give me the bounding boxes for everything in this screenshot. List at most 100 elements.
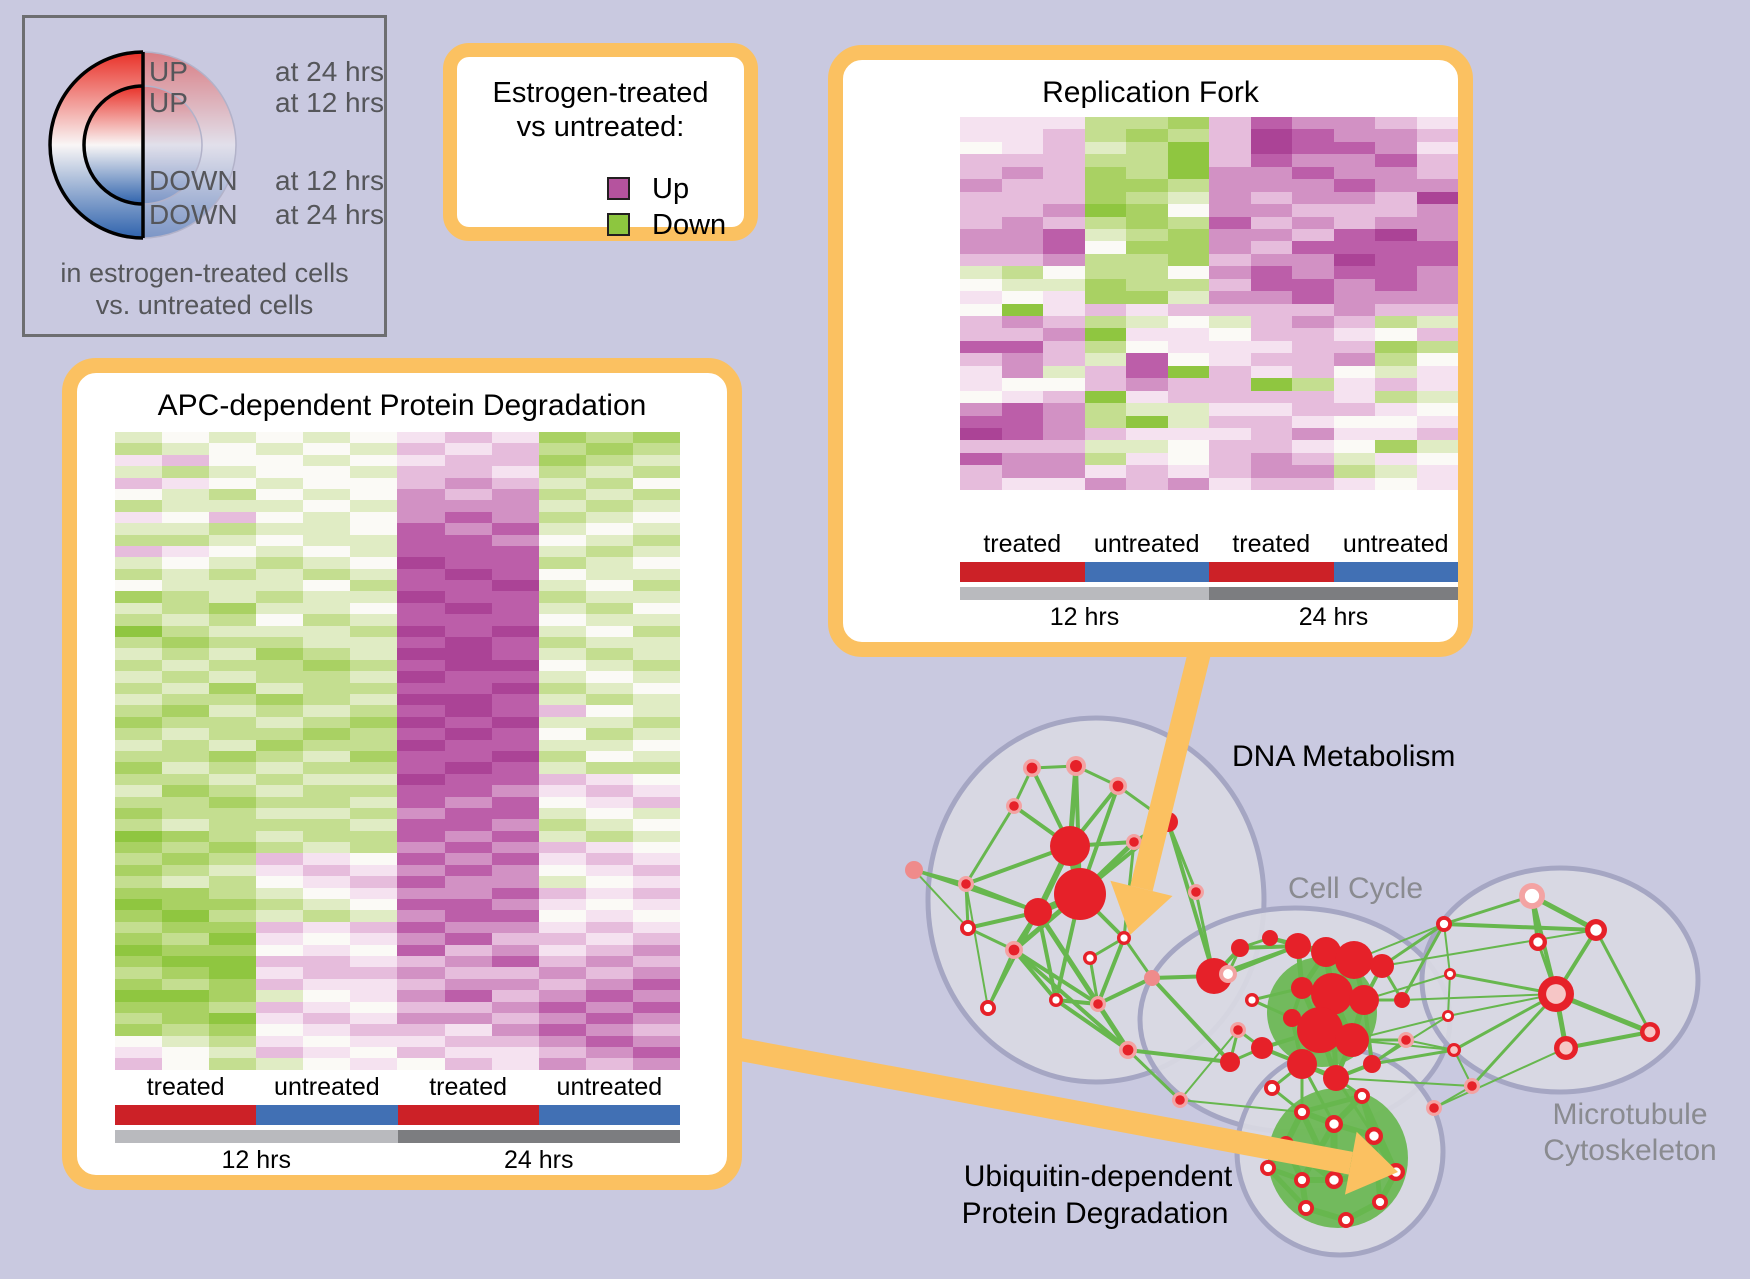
heatmap-cell: [1084, 477, 1126, 491]
network-edge: [1351, 1039, 1455, 1051]
heatmap-row: [115, 1012, 680, 1025]
heatmap-cell: [1167, 179, 1209, 192]
heatmap-cell: [1416, 117, 1458, 130]
network-node: [1338, 1212, 1354, 1228]
heatmap-cell: [350, 682, 398, 694]
heatmap-cell: [162, 887, 210, 900]
heatmap-cell: [585, 682, 633, 694]
network-edge: [1054, 998, 1130, 1052]
heatmap-cell: [303, 534, 351, 546]
heatmap-cell: [632, 921, 680, 934]
heatmap-cell: [303, 466, 351, 478]
heatmap-cell: [960, 415, 1002, 428]
network-edge: [986, 910, 1040, 1010]
heatmap-cell: [256, 853, 304, 865]
network-edge: [1179, 1099, 1303, 1113]
heatmap-cell: [397, 1047, 445, 1059]
heatmap-cell: [350, 750, 398, 763]
network-edge: [1260, 1028, 1322, 1050]
heatmap-cell: [1167, 328, 1209, 341]
heatmap-cell: [1126, 266, 1168, 279]
panel-apc-degradation: APC-dependent Protein Degradation treate…: [62, 358, 742, 1190]
heatmap-cell: [491, 933, 539, 945]
sample-group-label: treated: [983, 530, 1062, 558]
heatmap-cell: [350, 933, 398, 945]
heatmap-cell: [397, 1012, 445, 1025]
heatmap-cell: [1043, 390, 1085, 404]
heatmap-cell: [1209, 440, 1251, 453]
heatmap-cell: [444, 921, 492, 934]
heatmap-cell: [1001, 266, 1043, 279]
network-edge: [1126, 1048, 1182, 1102]
heatmap-cell: [209, 796, 257, 808]
network-node-core: [1590, 924, 1602, 936]
heatmap-cell: [115, 443, 163, 455]
flow-arrow-head: [1344, 1131, 1398, 1195]
heatmap-cell: [350, 716, 398, 729]
heatmap-row: [115, 842, 680, 854]
heatmap-cell: [538, 864, 586, 877]
heatmap-cell: [256, 796, 304, 808]
heatmap-cell: [1001, 191, 1043, 205]
heatmap-cell: [303, 921, 351, 934]
heatmap-cell: [303, 955, 351, 968]
network-edge: [912, 868, 1040, 914]
heatmap-cell: [350, 978, 398, 991]
heatmap-cell: [1209, 390, 1251, 404]
network-edge: [1329, 991, 1355, 1043]
heatmap-cell: [444, 705, 492, 717]
heatmap-cell: [1333, 340, 1375, 354]
heatmap-cell: [397, 944, 445, 956]
heatmap-cell: [960, 253, 1002, 267]
network-edge: [1331, 1133, 1377, 1183]
heatmap-cell: [303, 614, 351, 626]
network-node: [1442, 1010, 1454, 1022]
heatmap-cell: [491, 899, 539, 911]
heatmap-cell: [303, 523, 351, 535]
network-edge: [1335, 1077, 1473, 1087]
heatmap-cell: [256, 773, 304, 786]
heatmap-cell: [1375, 415, 1417, 428]
heatmap-cell: [256, 591, 304, 603]
network-node: [1278, 1136, 1294, 1152]
network-edge: [1068, 784, 1120, 848]
heatmap-cell: [1084, 204, 1126, 217]
network-edge: [1212, 944, 1300, 978]
heatmap-cell: [303, 637, 351, 649]
heatmap-cell: [538, 602, 586, 615]
heatmap-cell: [491, 500, 539, 512]
heatmap-row: [115, 488, 680, 501]
key-word: DOWN: [149, 165, 238, 196]
heatmap-cell: [1333, 415, 1375, 428]
network-node: [1464, 1078, 1480, 1094]
heatmap-cell: [350, 659, 398, 672]
heatmap-cell: [209, 955, 257, 968]
network-edge: [1295, 943, 1305, 991]
heatmap-cell: [444, 534, 492, 546]
network-node: [1325, 1115, 1343, 1133]
network-node: [1024, 898, 1052, 926]
network-node: [1447, 1043, 1461, 1057]
heatmap-cell: [397, 773, 445, 786]
heatmap-cell: [162, 648, 210, 660]
heatmap-cell: [538, 557, 586, 569]
heatmap-cell: [444, 955, 492, 968]
sample-group-bar-segment: [1209, 562, 1334, 582]
heatmap-row: [115, 534, 680, 546]
heatmap-cell: [585, 568, 633, 581]
network-node: [1363, 1055, 1381, 1073]
heatmap-cell: [1126, 477, 1168, 491]
network-edge: [1334, 1076, 1376, 1138]
heatmap-cell: [1126, 365, 1168, 379]
heatmap-cell: [632, 580, 680, 592]
heatmap-cell: [209, 705, 257, 717]
heatmap-cell: [1001, 427, 1043, 441]
heatmap-cell: [1209, 353, 1251, 366]
heatmap-cell: [209, 602, 257, 615]
heatmap-row: [115, 967, 680, 979]
network-node: [1294, 1172, 1310, 1188]
heatmap-row: [115, 944, 680, 956]
heatmap-cell: [209, 739, 257, 751]
heatmap-cell: [115, 819, 163, 831]
heatmap-cell: [256, 716, 304, 729]
